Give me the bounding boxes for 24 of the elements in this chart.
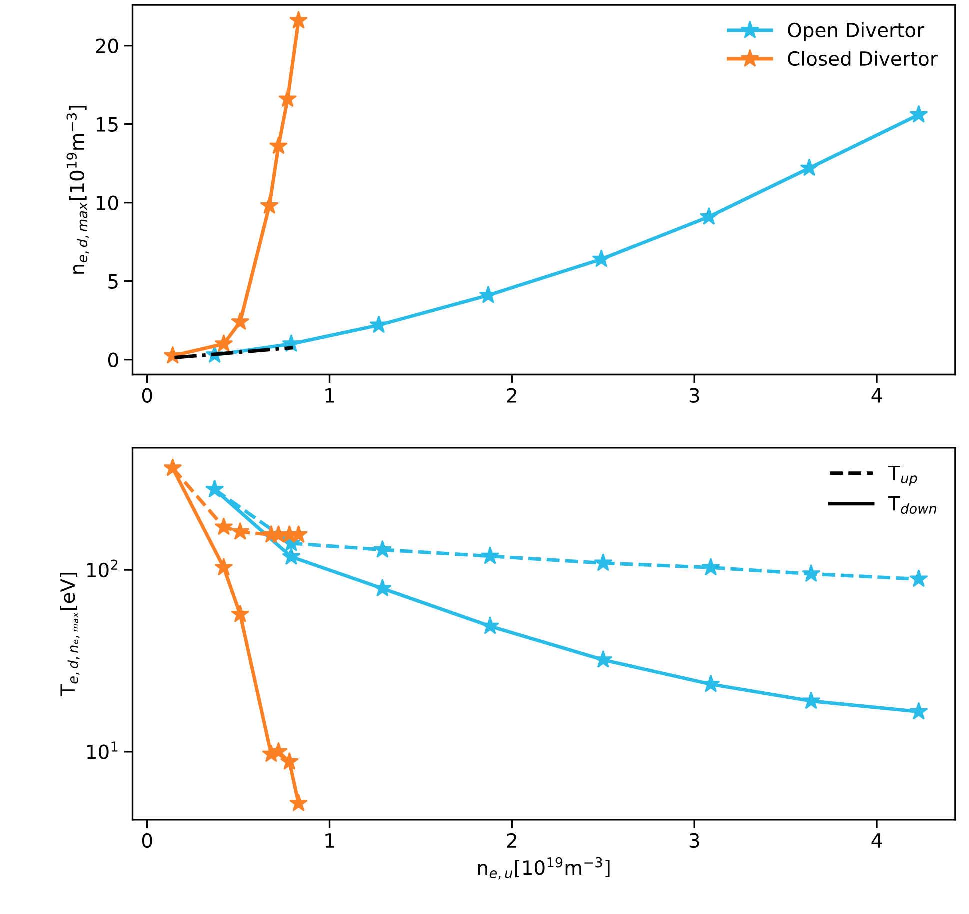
y-tick-label: 10$^{1}$: [87, 742, 118, 760]
x-tick-label: 3: [690, 388, 700, 403]
x-tick-label: 0: [142, 388, 152, 403]
x-tick-label: 2: [507, 388, 516, 403]
x-axis-title: n$_{e,u}$[10$^{19}$m$^{−3}$]: [478, 857, 610, 880]
y-tick-label: 20: [96, 38, 118, 54]
y-tick-label: 10: [96, 196, 118, 210]
y-tick-label: 10$^{2}$: [87, 560, 118, 578]
legend-label: Open Divertor: [788, 22, 925, 42]
x-tick-label: 4: [872, 388, 882, 403]
x-tick-label: 1: [326, 834, 334, 848]
y-axis-title: n$_{e,d,max}$[10$^{19}$m$^{−3}$]: [66, 106, 90, 274]
y-tick-label: 15: [96, 118, 118, 132]
x-tick-label: 3: [690, 833, 700, 848]
x-tick-label: 0: [142, 833, 152, 848]
annotation: T$_{up}$: [888, 466, 918, 486]
x-tick-label: 2: [507, 833, 516, 848]
y-tick-label: 5: [108, 274, 118, 289]
legend-label: Closed Divertor: [788, 51, 938, 66]
x-tick-label: 4: [872, 834, 882, 848]
annotation: T$_{down}$: [888, 496, 936, 514]
y-tick-label: 0: [108, 352, 118, 368]
y-axis-title: T$_{e,d,nₑ,ₘₐₓ}$[eV]: [60, 573, 80, 697]
x-tick-label: 1: [326, 388, 334, 403]
